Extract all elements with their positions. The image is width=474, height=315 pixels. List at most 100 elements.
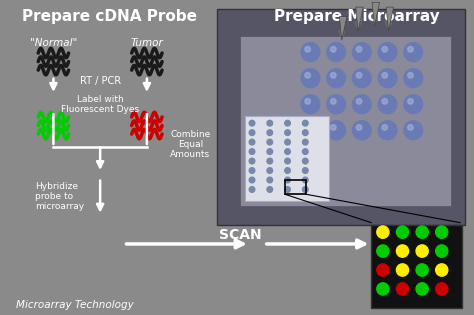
Circle shape xyxy=(408,46,413,52)
Circle shape xyxy=(327,43,346,61)
Circle shape xyxy=(378,43,397,61)
Circle shape xyxy=(267,120,273,126)
Text: Prepare cDNA Probe: Prepare cDNA Probe xyxy=(22,9,197,25)
Circle shape xyxy=(408,124,413,130)
Circle shape xyxy=(353,121,371,140)
Circle shape xyxy=(436,226,448,238)
Circle shape xyxy=(267,177,273,183)
FancyBboxPatch shape xyxy=(217,9,465,225)
Circle shape xyxy=(267,139,273,145)
Circle shape xyxy=(285,168,291,173)
Text: Microarray Technology: Microarray Technology xyxy=(16,300,134,310)
Circle shape xyxy=(436,264,448,276)
Text: Label with
Fluorescent Dyes: Label with Fluorescent Dyes xyxy=(61,95,139,114)
Circle shape xyxy=(330,72,336,78)
Circle shape xyxy=(249,177,255,183)
Circle shape xyxy=(382,99,388,104)
Circle shape xyxy=(301,121,320,140)
Polygon shape xyxy=(339,17,347,40)
Circle shape xyxy=(305,99,310,104)
Circle shape xyxy=(302,139,308,145)
Circle shape xyxy=(302,168,308,173)
Circle shape xyxy=(330,46,336,52)
Circle shape xyxy=(249,130,255,135)
Circle shape xyxy=(249,186,255,192)
Circle shape xyxy=(249,120,255,126)
Circle shape xyxy=(327,69,346,88)
Circle shape xyxy=(356,72,362,78)
Circle shape xyxy=(285,177,291,183)
Circle shape xyxy=(396,245,409,257)
Circle shape xyxy=(302,120,308,126)
Circle shape xyxy=(377,226,389,238)
Circle shape xyxy=(305,46,310,52)
Circle shape xyxy=(285,139,291,145)
Circle shape xyxy=(267,168,273,173)
Circle shape xyxy=(305,72,310,78)
Circle shape xyxy=(285,158,291,164)
Circle shape xyxy=(416,264,428,276)
Circle shape xyxy=(249,168,255,173)
Circle shape xyxy=(436,283,448,295)
Polygon shape xyxy=(240,36,451,206)
Circle shape xyxy=(356,124,362,130)
Circle shape xyxy=(301,43,320,61)
Circle shape xyxy=(267,186,273,192)
Circle shape xyxy=(416,245,428,257)
FancyArrowPatch shape xyxy=(373,5,376,21)
Circle shape xyxy=(302,186,308,192)
Text: RT / PCR: RT / PCR xyxy=(80,76,121,86)
Circle shape xyxy=(408,99,413,104)
Text: Combine
Equal
Amounts: Combine Equal Amounts xyxy=(170,129,210,159)
Circle shape xyxy=(377,264,389,276)
Circle shape xyxy=(396,226,409,238)
Circle shape xyxy=(382,72,388,78)
Circle shape xyxy=(301,69,320,88)
Circle shape xyxy=(353,95,371,114)
Circle shape xyxy=(302,149,308,154)
Circle shape xyxy=(408,72,413,78)
Circle shape xyxy=(416,283,428,295)
Polygon shape xyxy=(356,7,363,31)
Circle shape xyxy=(378,69,397,88)
Circle shape xyxy=(285,149,291,154)
Circle shape xyxy=(267,158,273,164)
Circle shape xyxy=(249,149,255,154)
Circle shape xyxy=(396,283,409,295)
Circle shape xyxy=(249,158,255,164)
Circle shape xyxy=(285,186,291,192)
Circle shape xyxy=(378,95,397,114)
Circle shape xyxy=(356,46,362,52)
Circle shape xyxy=(327,95,346,114)
FancyArrowPatch shape xyxy=(340,19,344,35)
Circle shape xyxy=(416,226,428,238)
FancyArrowPatch shape xyxy=(356,10,360,26)
Circle shape xyxy=(301,95,320,114)
Polygon shape xyxy=(386,7,393,31)
Circle shape xyxy=(327,121,346,140)
Text: "Normal": "Normal" xyxy=(30,38,77,48)
Circle shape xyxy=(285,130,291,135)
Circle shape xyxy=(302,158,308,164)
Circle shape xyxy=(382,124,388,130)
Circle shape xyxy=(330,99,336,104)
Circle shape xyxy=(377,245,389,257)
Circle shape xyxy=(404,69,423,88)
Circle shape xyxy=(356,99,362,104)
Polygon shape xyxy=(245,116,329,201)
Bar xyxy=(285,180,306,194)
Text: Tumor: Tumor xyxy=(130,38,163,48)
Bar xyxy=(371,225,462,308)
Circle shape xyxy=(267,149,273,154)
Circle shape xyxy=(377,283,389,295)
Circle shape xyxy=(249,139,255,145)
Circle shape xyxy=(353,43,371,61)
Circle shape xyxy=(305,124,310,130)
Circle shape xyxy=(267,130,273,135)
Circle shape xyxy=(302,177,308,183)
Text: Prepare Microarray: Prepare Microarray xyxy=(274,9,440,25)
Text: SCAN: SCAN xyxy=(219,227,262,242)
Circle shape xyxy=(285,120,291,126)
Circle shape xyxy=(378,121,397,140)
Circle shape xyxy=(404,95,423,114)
